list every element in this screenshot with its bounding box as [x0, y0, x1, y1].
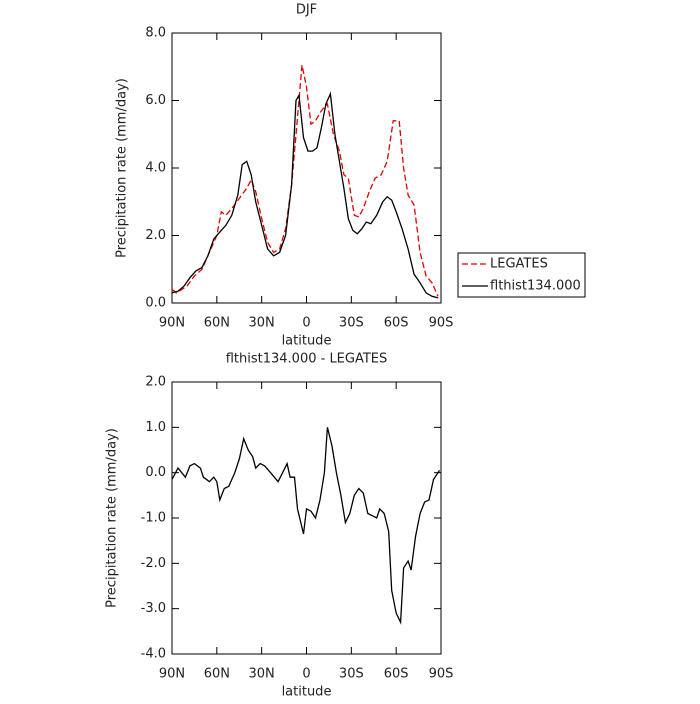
x-tick-label: 30N — [249, 667, 275, 682]
y-axis-label: Precipitation rate (mm/day) — [105, 428, 120, 608]
y-tick-label: 4.0 — [145, 161, 166, 176]
y-tick-label: 8.0 — [145, 26, 166, 41]
x-tick-label: 90N — [159, 316, 185, 331]
x-axis-label: latitude — [282, 685, 332, 700]
series-line — [171, 427, 441, 625]
y-tick-label: -2.0 — [141, 556, 166, 571]
x-tick-label: 0 — [302, 316, 310, 331]
plot-frame — [171, 32, 442, 304]
legend-box — [457, 252, 586, 298]
x-tick-label: 60S — [384, 667, 409, 682]
legend-label: flthist134.000 — [490, 279, 581, 294]
y-tick-label: 0.0 — [145, 465, 166, 480]
legend-label: LEGATES — [490, 257, 548, 272]
y-tick-label: 2.0 — [145, 375, 166, 390]
chart-title: flthist134.000 - LEGATES — [226, 352, 388, 367]
y-tick-label: 2.0 — [145, 228, 166, 243]
x-tick-label: 90S — [429, 316, 454, 331]
chart-title: DJF — [296, 3, 317, 18]
series-line — [171, 91, 439, 299]
x-tick-label: 30S — [339, 316, 364, 331]
x-tick-label: 30S — [339, 667, 364, 682]
y-tick-label: -4.0 — [141, 647, 166, 662]
x-tick-label: 0 — [302, 667, 310, 682]
y-axis-label: Precipitation rate (mm/day) — [115, 78, 130, 258]
series-line — [171, 64, 439, 297]
y-tick-label: 6.0 — [145, 93, 166, 108]
x-tick-label: 60N — [204, 667, 230, 682]
y-tick-label: -1.0 — [141, 511, 166, 526]
x-tick-label: 90S — [429, 667, 454, 682]
y-tick-label: 0.0 — [145, 296, 166, 311]
x-tick-label: 60S — [384, 316, 409, 331]
x-axis-label: latitude — [282, 334, 332, 349]
x-tick-label: 60N — [204, 316, 230, 331]
y-tick-label: 1.0 — [145, 420, 166, 435]
x-tick-label: 90N — [159, 667, 185, 682]
x-tick-label: 30N — [249, 316, 275, 331]
y-tick-label: -3.0 — [141, 601, 166, 616]
